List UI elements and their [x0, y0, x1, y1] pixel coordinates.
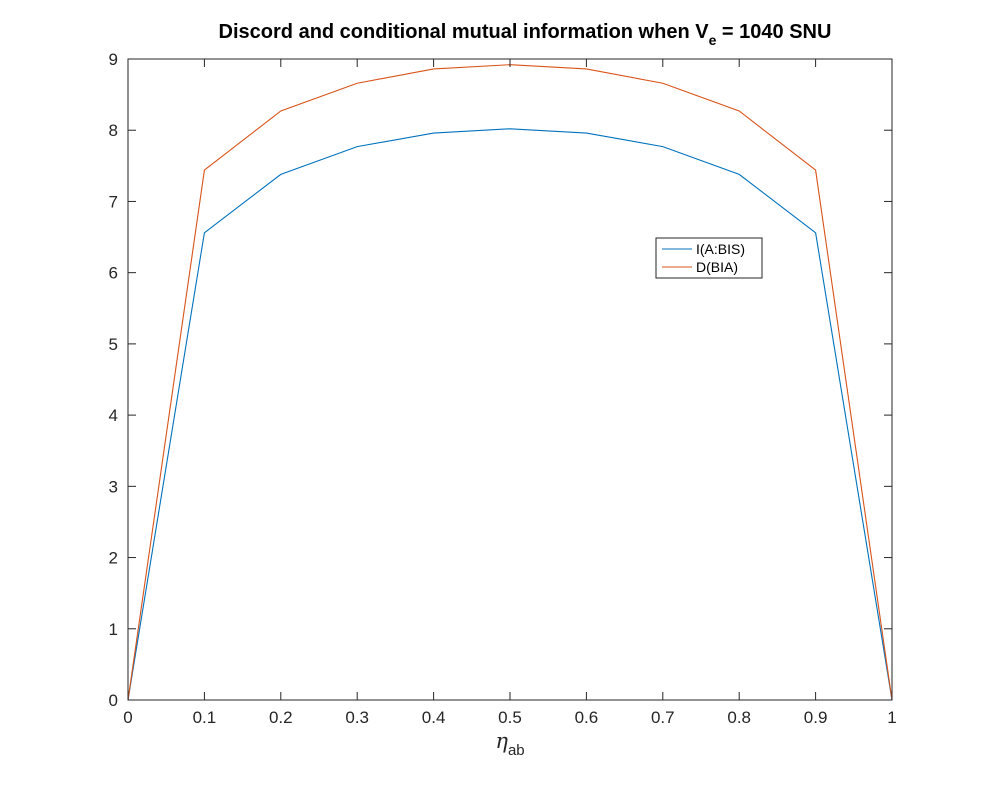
x-tick-label: 1 — [887, 708, 896, 727]
y-tick-label: 8 — [109, 121, 118, 140]
y-tick-label: 6 — [109, 264, 118, 283]
x-axis-label-symbol: η — [495, 729, 508, 753]
series-line-i-a-bis — [127, 128, 893, 701]
chart-title-subscript: e — [709, 32, 717, 48]
y-tick-label: 5 — [109, 335, 118, 354]
x-tick-label: 0.4 — [422, 708, 446, 727]
chart-title-prefix: Discord and conditional mutual informati… — [219, 21, 710, 43]
chart-title: Discord and conditional mutual informati… — [219, 21, 832, 48]
y-tick-label: 7 — [109, 192, 118, 211]
legend-box — [655, 237, 763, 279]
y-tick-label: 0 — [109, 691, 118, 710]
x-tick-label: 0.8 — [727, 708, 751, 727]
chart-title-suffix: = 1040 SNU — [716, 21, 831, 43]
x-tick-label: 0.3 — [345, 708, 369, 727]
y-tick-label: 9 — [109, 50, 118, 69]
y-tick-label: 1 — [109, 620, 118, 639]
x-tick-label: 0.2 — [269, 708, 293, 727]
x-tick-label: 0.5 — [498, 708, 522, 727]
legend-label-d-bia: D(BIA) — [696, 259, 738, 275]
x-tick-label: 0.6 — [575, 708, 599, 727]
legend-label-i-a-bis: I(A:BIS) — [696, 241, 745, 257]
legend: I(A:BIS) D(BIA) — [655, 237, 763, 279]
x-tick-label: 0 — [123, 708, 132, 727]
ticks-layer: 0 0.1 0.2 0.3 0.4 0.5 0.6 0.7 0.8 0.9 1 0 1 2 3 4 5 6 7 8 9 — [109, 50, 897, 727]
x-tick-label: 0.9 — [804, 708, 828, 727]
axes-box — [127, 58, 893, 701]
x-axis-label: ηab — [495, 729, 524, 759]
y-tick-label: 3 — [109, 477, 118, 496]
x-axis-label-subscript: ab — [508, 742, 525, 759]
x-tick-label: 0.1 — [193, 708, 217, 727]
plot-area — [128, 59, 892, 700]
y-tick-label: 4 — [109, 406, 118, 425]
x-tick-label: 0.7 — [651, 708, 675, 727]
y-tick-label: 2 — [109, 549, 118, 568]
